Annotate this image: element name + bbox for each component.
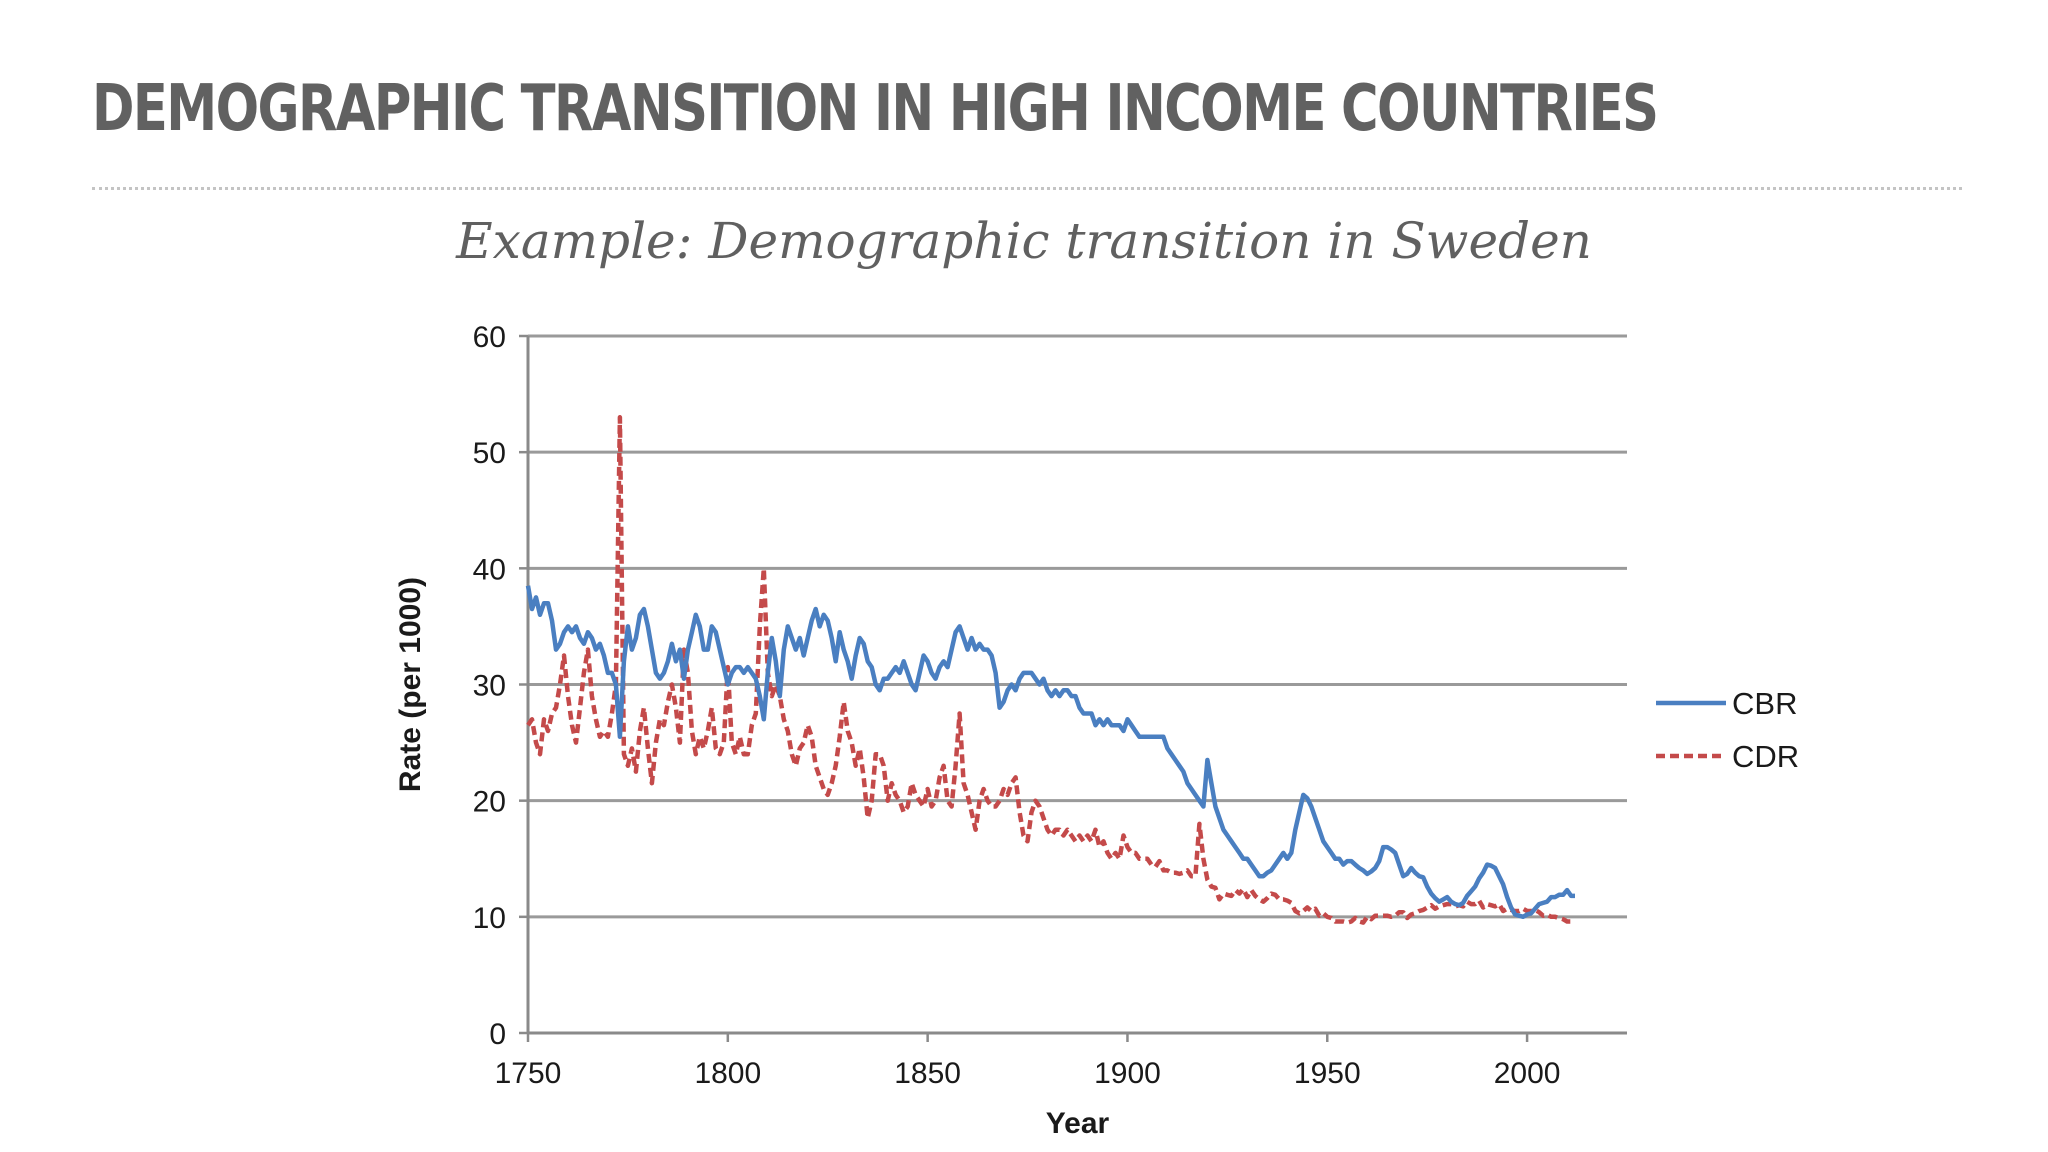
y-tick-label-30: 30	[473, 670, 506, 703]
y-tick-label-20: 20	[473, 786, 506, 819]
y-tick-label-60: 60	[473, 321, 506, 354]
y-tick-label-50: 50	[473, 437, 506, 470]
series-layer	[525, 415, 1575, 925]
series-line-cbr	[525, 585, 1575, 920]
x-tick-label-1800: 1800	[694, 1057, 761, 1090]
series-line-cdr	[526, 415, 1572, 925]
y-tick-label-10: 10	[473, 902, 506, 935]
y-tick-label-0: 0	[489, 1018, 506, 1051]
x-tick-label-2000: 2000	[1494, 1057, 1561, 1090]
chart-title: Example: Demographic transition in Swede…	[456, 212, 1592, 270]
x-tick-label-1750: 1750	[495, 1057, 562, 1090]
title-divider	[92, 187, 1962, 190]
legend-label-cdr: CDR	[1732, 739, 1799, 774]
x-tick-label-1900: 1900	[1094, 1057, 1161, 1090]
y-tick-label-40: 40	[473, 553, 506, 586]
x-tick-label-1850: 1850	[894, 1057, 961, 1090]
slide-title: DEMOGRAPHIC TRANSITION IN HIGH INCOME CO…	[92, 72, 1659, 146]
x-axis-title: Year	[1046, 1107, 1110, 1140]
y-axis-title: Rate (per 1000)	[394, 577, 427, 792]
legend: CBR CDR	[1656, 686, 1799, 774]
tick-label-layer: 0 10 20 30 40 50 60 1750 1800 1850 1900 1950 2000	[473, 321, 1561, 1090]
x-tick-label-1950: 1950	[1294, 1057, 1361, 1090]
legend-label-cbr: CBR	[1732, 686, 1797, 721]
axis-layer	[519, 334, 1627, 1042]
grid-layer	[528, 334, 1627, 919]
